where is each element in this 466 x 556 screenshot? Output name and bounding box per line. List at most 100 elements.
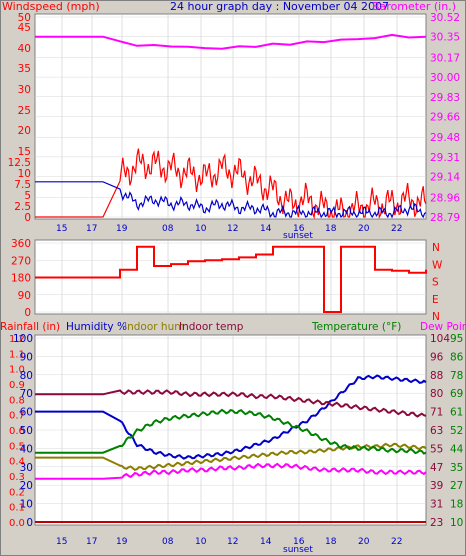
rain-tick-3: 0.3 [9, 472, 25, 483]
tempb-tick-3: 35 [450, 462, 463, 474]
hum-tick-5: 50 [20, 425, 33, 437]
wind-tick-13: 50 [18, 12, 31, 24]
x-tick-bottom-5: 12 [227, 537, 238, 547]
baro-tick-1: 28.96 [430, 192, 460, 204]
chart-title: 24 hour graph day : November 04 2007 [170, 0, 389, 13]
barometer-axis-label: Barometer (in.) [372, 0, 456, 13]
baro-tick-2: 29.14 [430, 172, 460, 184]
indoor-temp-label: Indoor temp [179, 321, 244, 333]
hum-tick-1: 10 [20, 499, 33, 511]
tempa-tick-6: 71 [430, 407, 443, 419]
tempa-tick-8: 88 [430, 370, 443, 382]
humidity-axis-label: Humidity % [66, 321, 127, 333]
tempb-tick-9: 86 [450, 351, 464, 363]
baro-tick-9: 30.35 [430, 32, 460, 44]
rain-tick-6: 0.6 [9, 426, 25, 437]
hum-tick-8: 80 [20, 370, 33, 382]
wind-tick-7: 20 [18, 125, 31, 137]
rainfall-axis-label: Rainfall (in) [0, 321, 60, 333]
dir-tick-0: 0 [24, 307, 31, 319]
wind-tick-10: 35 [18, 63, 31, 75]
x-tick-bottom-10: 22 [391, 537, 402, 547]
rain-tick-7: 0.7 [9, 411, 25, 422]
x-tick-bottom-4: 10 [195, 537, 207, 547]
dir-tick-2: 180 [11, 273, 31, 285]
rain-tick-1: 0.1 [9, 503, 25, 514]
x-tick-top-2: 19 [116, 224, 128, 234]
x-tick-bottom-0: 15 [56, 537, 67, 547]
compass-tick-4: N [432, 311, 440, 323]
bottom-series-3 [35, 408, 427, 455]
hum-tick-4: 40 [20, 443, 33, 455]
temperature-label: Temperature (°F) [311, 321, 401, 333]
baro-tick-5: 29.66 [430, 111, 460, 123]
hum-tick-7: 70 [20, 388, 33, 400]
sunset-label-bottom: sunset [283, 545, 313, 555]
rain-tick-10: 1.0 [9, 365, 25, 376]
x-tick-top-1: 17 [86, 224, 97, 234]
tempb-tick-7: 69 [450, 388, 463, 400]
baro-tick-10: 30.52 [430, 12, 460, 24]
top-series-0 [35, 148, 427, 220]
tempa-tick-3: 47 [430, 462, 443, 474]
x-tick-top-5: 12 [227, 224, 238, 234]
x-tick-bottom-2: 19 [116, 537, 128, 547]
rain-tick-11: 1.1 [9, 349, 25, 360]
baro-tick-3: 29.31 [430, 152, 460, 164]
hum-tick-9: 90 [20, 351, 33, 363]
tempa-tick-5: 63 [430, 425, 443, 437]
baro-tick-0: 28.79 [430, 212, 460, 224]
rain-tick-4: 0.4 [9, 457, 25, 468]
compass-tick-1: W [432, 259, 443, 271]
wind-tick-12: 45 [18, 22, 31, 34]
tempa-tick-9: 96 [430, 351, 444, 363]
wind-direction-series [35, 245, 427, 313]
tempa-tick-2: 39 [430, 480, 443, 492]
tempb-tick-0: 10 [450, 517, 463, 529]
sunset-label-top: sunset [283, 231, 313, 241]
hum-tick-10: 100 [13, 333, 33, 345]
compass-tick-2: S [432, 277, 439, 289]
tempb-tick-10: 95 [450, 333, 463, 345]
x-tick-top-7: 16 [293, 224, 305, 234]
baro-tick-6: 29.83 [430, 92, 460, 104]
dir-tick-4: 360 [11, 238, 31, 250]
wind-tick-0: 0 [24, 212, 31, 224]
x-tick-top-8: 18 [325, 224, 337, 234]
compass-tick-3: E [432, 294, 439, 306]
tempb-tick-5: 52 [450, 425, 463, 437]
wind-tick-2: 5 [24, 190, 31, 202]
x-tick-top-6: 14 [260, 224, 272, 234]
wind-tick-3: 7.5 [14, 179, 31, 191]
hum-tick-3: 30 [20, 462, 33, 474]
tempb-tick-2: 27 [450, 480, 463, 492]
wind-tick-4: 10 [18, 168, 31, 180]
x-tick-bottom-8: 18 [325, 537, 337, 547]
windspeed-axis-label: Windspeed (mph) [2, 0, 100, 13]
rain-tick-12: 1.2 [9, 334, 25, 345]
tempa-tick-4: 55 [430, 443, 443, 455]
top-series-2 [35, 33, 427, 50]
wind-tick-11: 40 [18, 43, 31, 55]
rain-tick-8: 0.8 [9, 395, 25, 406]
rain-tick-5: 0.5 [9, 441, 25, 452]
x-tick-top-9: 20 [358, 224, 370, 234]
baro-tick-4: 29.48 [430, 132, 460, 144]
x-tick-bottom-9: 20 [358, 537, 370, 547]
bottom-series-2 [35, 389, 427, 418]
bottom-series-0 [35, 374, 427, 460]
indoor-hum-label: Indoor hum [124, 321, 184, 333]
rain-tick-9: 0.9 [9, 380, 25, 391]
tempb-tick-4: 44 [450, 443, 464, 455]
wind-tick-5: 12.5 [8, 157, 31, 169]
hum-tick-6: 60 [20, 407, 33, 419]
dir-tick-3: 270 [11, 255, 31, 267]
bottom-series-4 [35, 462, 427, 480]
x-tick-top-4: 10 [195, 224, 207, 234]
tempa-tick-7: 80 [430, 388, 443, 400]
hum-tick-0: 0 [26, 517, 33, 529]
baro-tick-8: 30.17 [430, 52, 460, 64]
dir-tick-1: 90 [18, 290, 31, 302]
x-tick-top-10: 22 [391, 224, 402, 234]
